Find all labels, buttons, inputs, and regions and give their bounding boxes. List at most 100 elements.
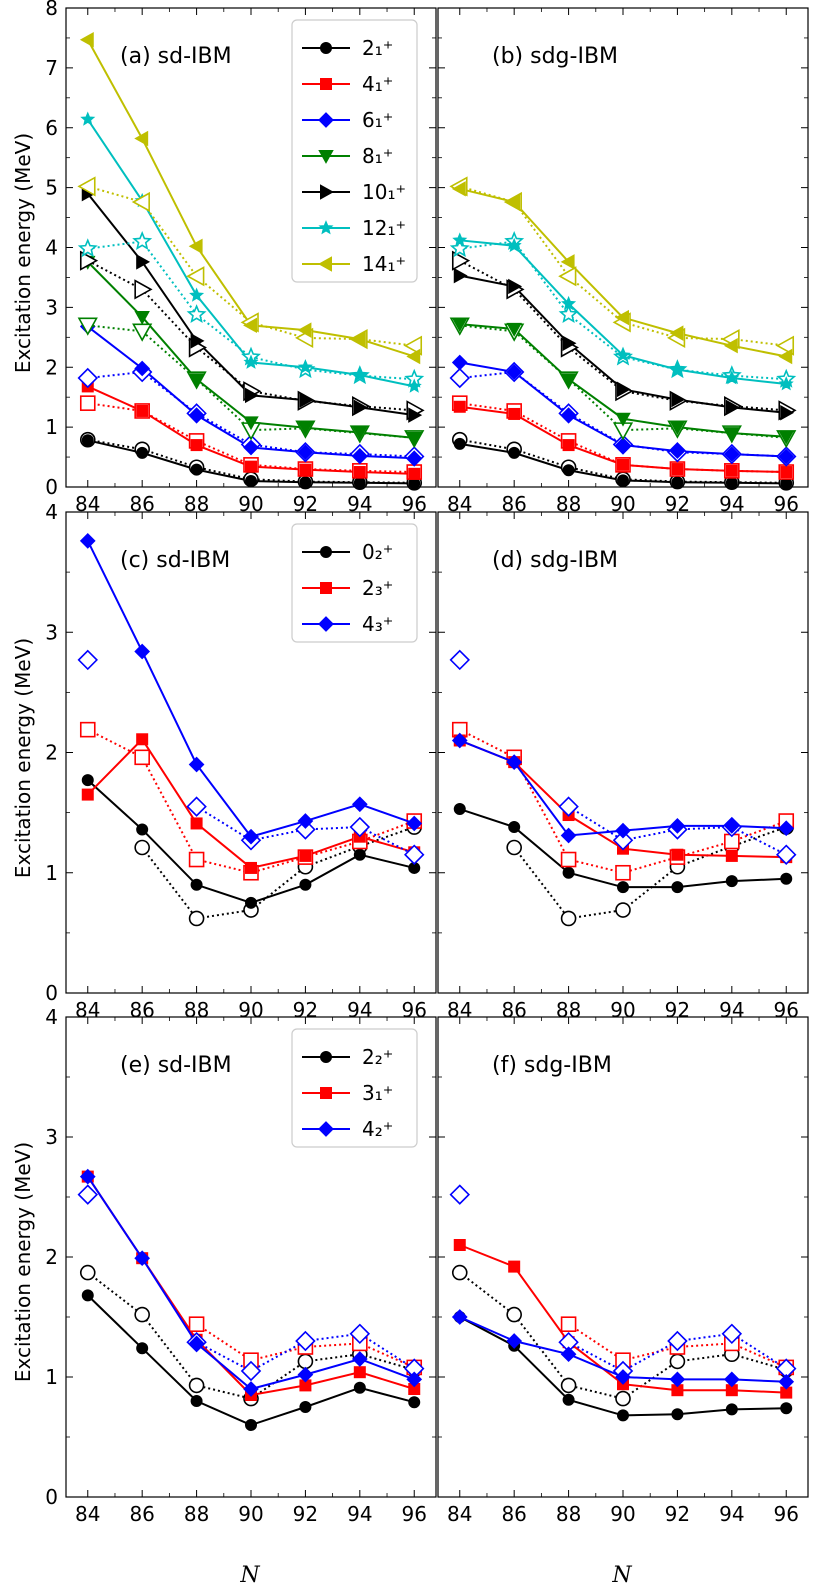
legend-marker-12_1 <box>318 220 334 235</box>
theory-point-2_1 <box>725 476 738 489</box>
x-tick-label: 94 <box>347 1502 372 1526</box>
exp-point-2_2 <box>560 1377 577 1394</box>
exp-point-10_1 <box>79 250 99 271</box>
theory-point-14_1 <box>406 348 421 365</box>
theory-point-10_1 <box>617 381 631 398</box>
theory-point-2_2 <box>562 1393 575 1406</box>
theory-point-12_1 <box>724 370 740 385</box>
x-tick-label: 90 <box>610 1502 635 1526</box>
theory-point-2_2 <box>190 1395 203 1407</box>
theory-point-0_2 <box>245 896 257 909</box>
exp-point-8_1 <box>77 317 98 336</box>
theory-point-4_2 <box>351 1351 368 1367</box>
theory-point-8_1 <box>134 310 150 325</box>
theory-point-8_1 <box>452 318 468 333</box>
theory-point-4_1 <box>245 460 257 473</box>
theory-point-12_1 <box>778 376 794 391</box>
series-2_2 <box>451 1264 795 1422</box>
legend-label-6_1: 6₁⁺ <box>362 108 393 132</box>
exp-point-6_1 <box>77 367 98 389</box>
legend-marker-4_1 <box>320 78 332 90</box>
exp-point-0_2 <box>188 910 205 927</box>
exp-point-4_3 <box>295 819 316 840</box>
theory-point-12_1 <box>506 237 522 253</box>
theory-point-3_1 <box>508 1260 521 1273</box>
series-2_3 <box>79 721 423 881</box>
exp-point-14_1 <box>131 191 150 213</box>
theory-point-4_3 <box>243 828 259 845</box>
theory-point-2_1 <box>453 437 466 450</box>
theory-point-14_1 <box>560 254 575 270</box>
exp-line-0_2 <box>513 826 787 920</box>
exp-point-6_1 <box>449 367 470 389</box>
y-tick-label: 2 <box>45 741 58 765</box>
theory-point-12_1 <box>80 111 96 126</box>
panel-title: (a) sd-IBM <box>120 44 232 69</box>
x-tick-label: 92 <box>293 1502 318 1526</box>
y-tick-label: 3 <box>45 1125 58 1149</box>
exp-point-14_1 <box>775 335 795 356</box>
exp-line-0_2 <box>141 826 415 920</box>
theory-point-4_3 <box>79 533 96 549</box>
panel-title: (e) sd-IBM <box>120 1053 232 1078</box>
theory-point-8_1 <box>778 430 794 445</box>
exp-point-4_2 <box>77 1184 98 1205</box>
theory-point-10_1 <box>453 267 468 284</box>
theory-point-12_1 <box>406 378 422 393</box>
theory-point-0_2 <box>617 881 629 894</box>
legend-marker-0_2 <box>320 546 332 558</box>
exp-point-2_2 <box>669 1353 686 1370</box>
x-tick-label: 88 <box>184 1502 209 1526</box>
theory-point-3_1 <box>453 1239 466 1251</box>
theory-point-10_1 <box>136 254 151 270</box>
theory-point-4_2 <box>406 1371 423 1388</box>
theory-point-4_3 <box>134 643 151 660</box>
xlabel-left: N <box>239 1563 260 1588</box>
exp-point-2_2 <box>451 1264 468 1281</box>
series-14_1 <box>449 176 795 365</box>
theory-point-6_1 <box>669 443 686 459</box>
legend-marker-4_3 <box>318 616 334 632</box>
theory-point-2_1 <box>671 476 684 489</box>
x-tick-label: 96 <box>402 1502 427 1526</box>
exp-point-4_2 <box>667 1330 688 1352</box>
theory-point-8_1 <box>297 421 314 436</box>
theory-point-4_1 <box>136 404 149 417</box>
x-tick-label: 86 <box>129 1502 154 1526</box>
theory-point-4_3 <box>188 756 205 773</box>
exp-point-2_2 <box>134 1306 150 1323</box>
theory-point-2_3 <box>299 849 312 862</box>
theory-point-4_2 <box>506 1333 523 1349</box>
y-tick-label: 1 <box>45 861 58 885</box>
x-tick-label: 84 <box>75 1502 100 1526</box>
panel-title: (d) sdg-IBM <box>492 548 618 573</box>
theory-point-4_3 <box>451 732 468 749</box>
series-10_1 <box>79 185 425 423</box>
legend-label-12_1: 12₁⁺ <box>362 216 406 240</box>
x-tick-label: 86 <box>501 1502 526 1526</box>
legend-marker-8_1 <box>318 150 334 164</box>
theory-point-4_1 <box>562 439 575 452</box>
y-tick-label: 3 <box>45 620 58 644</box>
theory-point-0_2 <box>780 872 793 885</box>
theory-point-14_1 <box>615 309 629 326</box>
x-tick-label: 84 <box>447 1502 472 1526</box>
legend-label-14_1: 14₁⁺ <box>362 252 406 276</box>
y-tick-label: 5 <box>45 176 58 200</box>
theory-point-4_2 <box>778 1373 795 1390</box>
legend-marker-4_2 <box>318 1121 334 1137</box>
exp-point-12_1 <box>132 231 153 250</box>
exp-point-10_1 <box>134 279 153 300</box>
theory-point-0_2 <box>562 866 575 879</box>
legend-label-0_2: 0₂⁺ <box>362 540 393 564</box>
exp-point-4_3 <box>612 830 634 851</box>
theory-point-2_1 <box>299 476 312 489</box>
exp-point-8_1 <box>132 323 153 342</box>
theory-point-4_1 <box>508 407 521 420</box>
theory-point-8_1 <box>243 416 259 431</box>
theory-point-0_2 <box>136 823 149 836</box>
exp-point-2_2 <box>506 1306 522 1323</box>
theory-point-2_2 <box>299 1401 312 1413</box>
theory-point-10_1 <box>562 335 577 352</box>
theory-point-14_1 <box>188 238 203 255</box>
